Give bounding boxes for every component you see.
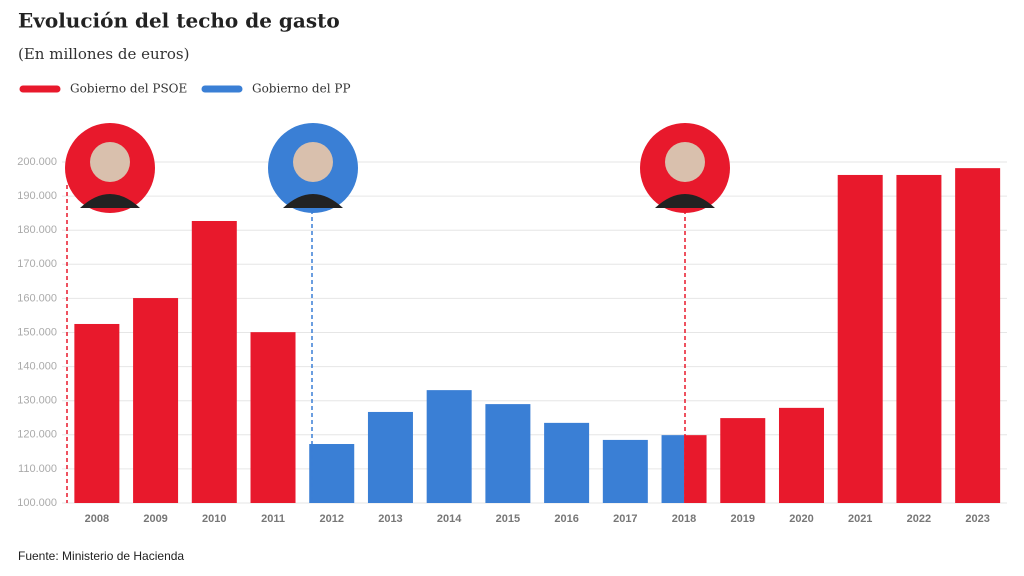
y-tick-label: 100.000 [17, 497, 57, 509]
x-tick-label: 2014 [437, 513, 462, 525]
y-tick-label: 180.000 [17, 224, 57, 236]
bar [367, 411, 413, 503]
bar [955, 168, 1001, 503]
x-tick-label: 2021 [848, 513, 872, 525]
x-tick-label: 2022 [907, 513, 931, 525]
y-tick-label: 120.000 [17, 429, 57, 441]
y-tick-label: 130.000 [17, 395, 57, 407]
x-tick-label: 2016 [554, 513, 578, 525]
bar [426, 390, 472, 503]
y-tick-label: 170.000 [17, 258, 57, 270]
bar [544, 422, 590, 503]
plot: 100.000 110.000 120.000 130.000 140.000 150.0… [17, 156, 1007, 525]
bar [720, 418, 766, 503]
x-tick-label: 2015 [496, 513, 520, 525]
x-tick-label: 2019 [731, 513, 755, 525]
bar [602, 439, 648, 503]
source: Fuente: Ministerio de Hacienda [18, 549, 184, 563]
bar [250, 332, 296, 503]
bar [74, 323, 120, 503]
y-tick-label: 140.000 [17, 361, 57, 373]
portrait [268, 123, 358, 213]
x-tick-label: 2009 [143, 513, 167, 525]
legend-label: Gobierno del PSOE [70, 82, 187, 96]
bar [837, 174, 883, 503]
x-tick-label: 2020 [789, 513, 813, 525]
bar [778, 407, 824, 503]
bar [661, 435, 685, 503]
bar [896, 174, 942, 503]
bar [309, 444, 355, 503]
x-tick-label: 2012 [319, 513, 343, 525]
legend-label: Gobierno del PP [252, 82, 351, 96]
chart-subtitle: (En millones de euros) [18, 45, 189, 63]
x-tick-label: 2013 [378, 513, 402, 525]
bar [485, 404, 531, 503]
annotations [65, 123, 730, 503]
y-tick-label: 160.000 [17, 292, 57, 304]
chart-title: Evolución del techo de gasto [18, 9, 340, 33]
x-tick-label: 2018 [672, 513, 696, 525]
x-tick-label: 2011 [261, 513, 285, 525]
bar [133, 298, 179, 503]
x-tick-label: 2023 [965, 513, 989, 525]
x-tick-label: 2017 [613, 513, 637, 525]
y-tick-label: 190.000 [17, 190, 57, 202]
portrait [640, 123, 730, 213]
portrait [65, 123, 155, 213]
y-tick-label: 150.000 [17, 326, 57, 338]
x-tick-label: 2010 [202, 513, 226, 525]
y-tick-label: 200.000 [17, 156, 57, 168]
y-tick-label: 110.000 [18, 463, 57, 475]
x-tick-label: 2008 [85, 513, 109, 525]
bar [684, 435, 707, 503]
bar [191, 220, 237, 504]
